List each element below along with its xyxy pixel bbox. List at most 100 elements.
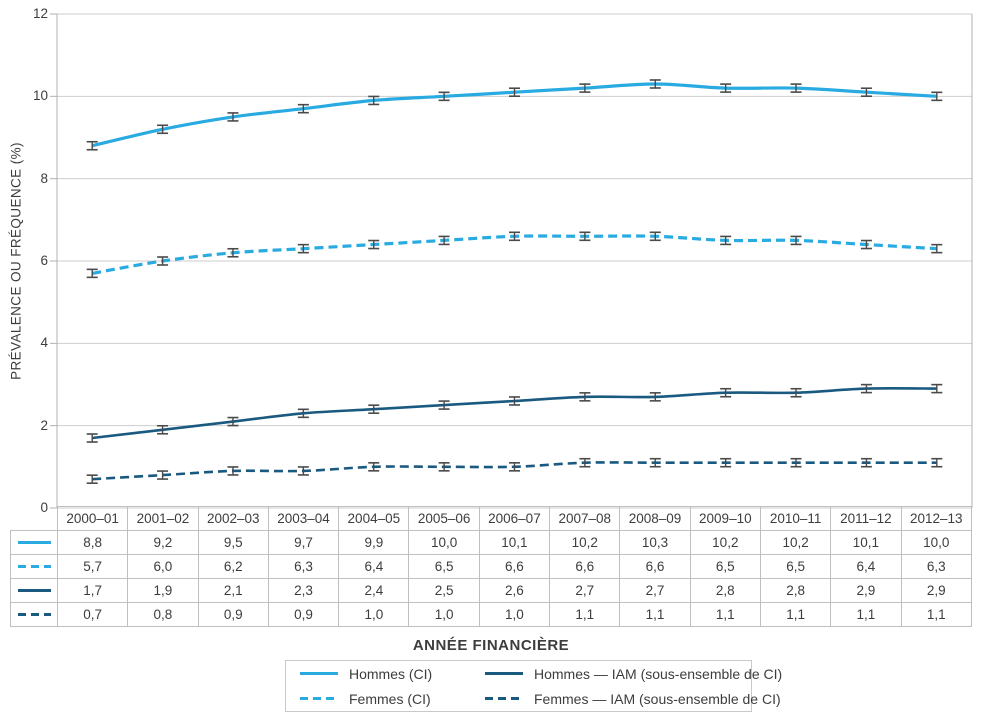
table-cell: 6,4 [338, 554, 410, 579]
y-tick-label: 4 [40, 335, 48, 351]
table-cell: 0,7 [56, 602, 129, 627]
series-key-line-icon [17, 541, 51, 544]
table-cell: 1,0 [408, 602, 480, 627]
series-line-3 [92, 386, 937, 440]
series-key-line-icon [17, 565, 51, 568]
legend-line-swatch-icon [485, 697, 523, 700]
data-table-body: 8,8 9,2 9,5 9,7 9,9 10,0 10,1 10,2 10,3 10,2 10,2 1… [10, 530, 973, 627]
x-axis-title: ANNÉE FINANCIÈRE [412, 637, 570, 654]
table-cell: 1,9 [127, 578, 199, 603]
legend-line-swatch-icon [300, 672, 338, 675]
table-corner-blank [11, 507, 58, 531]
table-cell: 2,8 [759, 578, 832, 603]
table-col-header: 2006–07 [478, 506, 551, 531]
table-cell: 10,2 [759, 530, 832, 555]
y-tick-label: 10 [32, 88, 48, 104]
table-series-key-cell [10, 602, 58, 627]
table-row: 1,7 1,9 2,1 2,3 2,4 2,5 2,6 2,7 2,7 2,8 2,8 2,9 2,9 [10, 578, 973, 603]
table-col-header: 2001–02 [127, 506, 199, 531]
table-cell: 5,7 [56, 554, 129, 579]
table-col-header: 2003–04 [267, 506, 340, 531]
table-col-header: 2007–08 [549, 506, 621, 531]
table-cell: 2,9 [830, 578, 902, 603]
table-cell: 2,4 [338, 578, 410, 603]
legend-item: Hommes — IAM (sous-ensemble de CI) [485, 666, 782, 682]
table-col-header: 2005–06 [408, 506, 480, 531]
data-table-header: 2000–01 2001–02 2002–03 2003–04 2004–05 2005–… [11, 506, 973, 531]
data-table: 2000–01 2001–02 2002–03 2003–04 2004–05 2005–… [10, 506, 973, 627]
table-cell: 6,4 [830, 554, 902, 579]
table-cell: 10,2 [689, 530, 761, 555]
table-cell: 0,9 [267, 602, 340, 627]
y-tick-label: 0 [40, 500, 48, 515]
legend-label: Femmes — IAM (sous-ensemble de CI) [534, 690, 781, 707]
table-cell: 6,2 [197, 554, 269, 579]
table-cell: 10,3 [619, 530, 691, 555]
table-col-header: 2011–12 [830, 506, 902, 531]
table-cell: 1,1 [759, 602, 832, 627]
table-cell: 2,7 [549, 578, 621, 603]
y-axis-title: PRÉVALENCE OU FRÉQUENCE (%) [8, 142, 24, 380]
table-cell: 10,1 [830, 530, 902, 555]
table-cell: 1,1 [549, 602, 621, 627]
table-col-header: 2004–05 [338, 506, 410, 531]
table-cell: 1,0 [338, 602, 410, 627]
table-col-header: 2000–01 [56, 506, 129, 531]
legend-label: Femmes (CI) [349, 690, 431, 707]
legend-line-swatch-icon [300, 697, 338, 700]
table-col-header: 2010–11 [759, 506, 832, 531]
table-cell: 1,1 [619, 602, 691, 627]
legend: Hommes (CI) Femmes (CI) Hommes — IAM (sous… [285, 660, 782, 712]
table-col-header: 2012–13 [900, 506, 973, 531]
table-cell: 9,9 [338, 530, 410, 555]
table-cell: 10,2 [549, 530, 621, 555]
table-cell: 2,3 [267, 578, 340, 603]
series-key-line-icon [17, 613, 51, 616]
table-series-key-cell [10, 530, 58, 555]
table-cell: 1,1 [830, 602, 902, 627]
table-cell: 8,8 [56, 530, 129, 555]
table-row: 0,7 0,8 0,9 0,9 1,0 1,0 1,0 1,1 1,1 1,1 1,1 1,1 1,1 [10, 602, 973, 627]
table-cell: 1,1 [689, 602, 761, 627]
table-cell: 2,8 [689, 578, 761, 603]
legend-line-swatch-icon [485, 672, 523, 675]
table-row: 8,8 9,2 9,5 9,7 9,9 10,0 10,1 10,2 10,3 10,2 10,2 1… [10, 530, 973, 555]
table-cell: 9,7 [267, 530, 340, 555]
table-col-header: 2002–03 [197, 506, 269, 531]
table-cell: 1,7 [56, 578, 129, 603]
table-cell: 6,0 [127, 554, 199, 579]
table-cell: 6,6 [619, 554, 691, 579]
table-cell: 9,5 [197, 530, 269, 555]
legend-label: Hommes (CI) [349, 665, 433, 682]
y-tick-label: 2 [40, 417, 48, 433]
table-cell: 6,5 [689, 554, 761, 579]
table-row: 5,7 6,0 6,2 6,3 6,4 6,5 6,6 6,6 6,6 6,5 6,5 6,4 6,3 [10, 554, 973, 579]
legend-item: Femmes (CI) [300, 691, 485, 707]
legend-item: Femmes — IAM (sous-ensemble de CI) [485, 691, 782, 707]
table-cell: 2,6 [478, 578, 551, 603]
table-cell: 2,1 [197, 578, 269, 603]
table-cell: 1,0 [478, 602, 551, 627]
table-cell: 0,9 [197, 602, 269, 627]
table-cell: 1,1 [900, 602, 973, 627]
table-cell: 2,5 [408, 578, 480, 603]
y-tick-label: 8 [40, 170, 48, 186]
series-key-line-icon [17, 589, 51, 592]
table-series-key-cell [10, 554, 58, 579]
table-cell: 6,5 [408, 554, 480, 579]
table-series-key-cell [10, 578, 58, 603]
chart-plot [50, 13, 973, 509]
table-cell: 10,0 [900, 530, 973, 555]
table-cell: 0,8 [127, 602, 199, 627]
table-cell: 6,3 [267, 554, 340, 579]
table-cell: 10,1 [478, 530, 551, 555]
table-cell: 2,9 [900, 578, 973, 603]
table-cell: 6,3 [900, 554, 973, 579]
table-cell: 6,5 [759, 554, 832, 579]
table-cell: 6,6 [549, 554, 621, 579]
legend-label: Hommes — IAM (sous-ensemble de CI) [534, 665, 783, 682]
y-tick-label: 12 [32, 6, 48, 21]
table-col-header: 2008–09 [619, 506, 691, 531]
table-cell: 2,7 [619, 578, 691, 603]
